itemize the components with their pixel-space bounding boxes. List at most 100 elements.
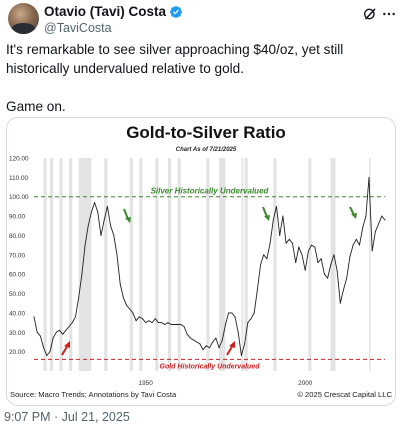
ratio-point	[336, 269, 338, 271]
recession-band	[330, 158, 336, 371]
y-tick-label: 70.00	[9, 252, 25, 259]
x-tick-label: 1950	[139, 380, 154, 387]
recession-band	[155, 158, 159, 371]
gold-undervalued-label: Gold Historically Undervalued	[160, 363, 261, 370]
ratio-point	[113, 235, 115, 236]
recession-band	[129, 158, 133, 371]
ratio-point	[126, 304, 127, 306]
ratio-point	[52, 337, 54, 339]
ratio-point	[87, 225, 89, 227]
author-name-row[interactable]: Otavio (Tavi) Costa	[44, 4, 183, 19]
recession-band	[104, 158, 108, 371]
avatar[interactable]	[8, 3, 39, 34]
ratio-point	[189, 337, 191, 339]
ratio-point	[269, 242, 271, 244]
ratio-point	[78, 296, 80, 298]
tweet-timestamp[interactable]: 9:07 PM · Jul 21, 2025	[4, 410, 130, 424]
ratio-point	[218, 347, 220, 349]
ratio-point	[285, 242, 287, 244]
ratio-point	[202, 349, 204, 351]
ratio-point	[276, 205, 277, 207]
ratio-point	[355, 238, 357, 240]
chart-source: Source: Macro Trends; Annotations by Tav…	[10, 390, 177, 399]
ratio-point	[49, 351, 51, 353]
ratio-point	[352, 244, 354, 246]
tweet-text-line: It's remarkable to see silver approachin…	[6, 42, 344, 76]
y-tick-label: 90.00	[9, 214, 25, 221]
ratio-point	[247, 322, 249, 324]
y-tick-label: 40.00	[9, 310, 25, 317]
ratio-point	[349, 256, 351, 258]
ratio-point	[75, 316, 76, 318]
ratio-point	[304, 269, 306, 271]
ratio-point	[327, 277, 329, 279]
recession-band	[241, 158, 244, 371]
tweet-media-image[interactable]: Gold-to-Silver Ratio Chart As of 7/21/20…	[6, 117, 396, 406]
ratio-point	[170, 324, 172, 325]
display-name[interactable]: Otavio (Tavi) Costa	[44, 4, 167, 19]
ratio-point	[142, 318, 143, 320]
ratio-point	[307, 250, 309, 252]
ratio-point	[365, 215, 367, 217]
ratio-point	[384, 219, 386, 221]
ratio-point	[33, 316, 35, 318]
chart: Gold-to-Silver Ratio Chart As of 7/21/20…	[7, 118, 395, 405]
ratio-point	[183, 326, 185, 327]
ratio-point	[368, 176, 370, 178]
ratio-point	[68, 326, 70, 327]
silver-undervalued-label: Silver Historically Undervalued	[151, 187, 270, 196]
chart-background	[7, 118, 395, 405]
ratio-point	[215, 337, 217, 339]
ratio-point	[36, 331, 38, 333]
ratio-point	[272, 219, 274, 221]
ratio-point	[266, 258, 268, 260]
ratio-point	[212, 341, 214, 343]
ratio-point	[122, 296, 124, 298]
ratio-point	[46, 355, 48, 356]
ratio-point	[228, 312, 230, 314]
ratio-point	[260, 264, 262, 265]
down-arrow-icon	[262, 206, 270, 221]
ratio-point	[314, 246, 316, 248]
recession-band	[369, 158, 371, 371]
ratio-point	[43, 347, 45, 349]
recession-band	[177, 158, 181, 371]
ratio-point	[132, 312, 134, 314]
ratio-point	[167, 322, 169, 324]
grok-icon[interactable]	[362, 6, 378, 22]
ratio-point	[311, 244, 313, 246]
verified-badge-icon	[170, 5, 183, 18]
ratio-point	[161, 322, 163, 324]
user-handle[interactable]: @TaviCosta	[44, 21, 112, 35]
ratio-point	[199, 343, 201, 345]
chart-subtitle: Chart As of 7/21/2025	[176, 147, 237, 153]
recession-band	[244, 158, 248, 371]
ratio-point	[250, 318, 252, 320]
ratio-point	[237, 331, 239, 333]
ratio-point	[119, 283, 121, 285]
y-tick-label: 100.00	[9, 194, 29, 201]
x-tick-label: 2000	[298, 380, 313, 387]
ratio-point	[288, 238, 290, 240]
chart-title: Gold-to-Silver Ratio	[126, 123, 286, 142]
ratio-point	[205, 345, 207, 347]
ratio-point	[193, 339, 194, 341]
recession-band	[59, 158, 63, 371]
ratio-point	[333, 254, 335, 256]
ratio-point	[295, 262, 297, 264]
ratio-point	[244, 343, 246, 345]
more-options-icon[interactable]	[381, 6, 397, 22]
ratio-point	[116, 254, 118, 256]
ratio-point	[94, 202, 96, 203]
recession-band	[139, 158, 143, 371]
ratio-point	[362, 227, 364, 229]
ratio-point	[71, 322, 73, 324]
ratio-point	[39, 335, 41, 337]
recession-band	[219, 158, 226, 371]
ratio-point	[103, 219, 105, 221]
recession-band	[49, 158, 54, 371]
recession-band	[308, 158, 312, 371]
recession-band	[168, 158, 172, 371]
ratio-point	[106, 205, 108, 207]
ratio-point	[279, 235, 281, 236]
